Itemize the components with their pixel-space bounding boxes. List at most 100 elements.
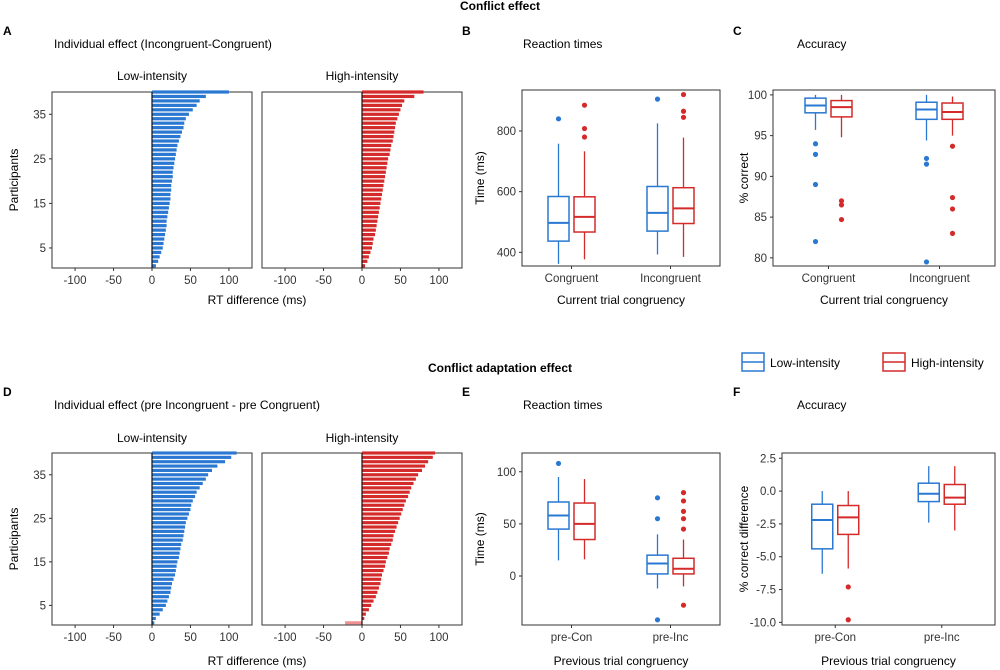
bar-facet-low-a-p15: [152, 201, 170, 205]
bar-facet-low-a-p39: [152, 94, 206, 99]
bar-facet-low-d-p6: [152, 599, 168, 603]
panel-e: E Reaction times 0 50 100 pre-Con pre-Inc Previ…: [462, 385, 721, 668]
box-iqr-e-2-high: [672, 557, 695, 575]
bar-facet-high-d-p23: [362, 525, 397, 529]
bar-facet-low-d-p19: [152, 542, 182, 547]
outlier-b-1-high-0: [581, 134, 588, 140]
bar-facet-high-d-p3: [362, 612, 366, 616]
facet-label-facet-low-a: Low-intensity: [117, 69, 187, 83]
bar-facet-high-d-p33: [362, 481, 414, 486]
y-axis-title-d: Participants: [7, 508, 21, 571]
outlier-e-2-high-2: [680, 508, 687, 514]
bar-facet-low-a-p29: [152, 139, 179, 143]
bar-facet-high-d-p31: [362, 490, 410, 494]
box-f-2-high: [943, 466, 966, 531]
bar-facet-low-a-p2: [152, 259, 159, 263]
panel-letter-c: C: [733, 24, 742, 38]
box-b-2-high: [672, 91, 695, 257]
bar-facet-low-a-p38: [152, 99, 200, 103]
outlier-e-2-high-0: [680, 526, 687, 532]
box-e-2-high: [672, 490, 695, 608]
bar-facet-low-a-p17: [152, 192, 171, 197]
box-c-1-high: [830, 94, 853, 223]
bar-facet-low-d-p5: [152, 603, 166, 607]
box-iqr-f-2-high: [943, 483, 966, 505]
outlier-c-1-high-2: [838, 216, 845, 223]
bar-facet-low-d-p17: [152, 551, 180, 555]
bar-facet-high-a-p27: [362, 148, 391, 152]
y-tick-label-e: 0: [510, 571, 516, 583]
bar-facet-high-d-p24: [362, 521, 399, 525]
bar-facet-high-d-p37: [362, 464, 426, 468]
bar-facet-high-d-p2: [362, 616, 365, 621]
bar-facet-high-d-p8: [362, 590, 378, 594]
x-axis-title-a: RT difference (ms): [208, 293, 307, 307]
panel-title-b: Reaction times: [523, 37, 602, 51]
outlier-b-1-high-2: [581, 102, 588, 108]
y-tick-label-f: -7.5: [756, 585, 776, 597]
y-tick-label-c: 90: [754, 171, 767, 183]
outlier-c-1-low-1: [812, 151, 819, 157]
x-tick-label-facet-low-a: 100: [219, 275, 238, 287]
box-iqr-e-1-high: [573, 502, 596, 541]
y-tick-label-c: 80: [754, 253, 767, 265]
outlier-c-2-low-0: [923, 155, 930, 162]
panel-title-f: Accuracy: [797, 398, 846, 412]
bar-facet-low-a-p32: [152, 126, 184, 130]
bar-facet-high-a-p4: [362, 250, 371, 255]
bar-facet-low-d-p39: [152, 455, 232, 459]
bar-facet-high-d-p40: [362, 451, 436, 455]
outlier-f-1-high-0: [845, 584, 851, 590]
bar-facet-low-d-p37: [152, 464, 218, 468]
outlier-c-2-high-1: [949, 194, 956, 201]
bar-facet-high-d-p20: [362, 538, 393, 542]
panel-letter-d: D: [3, 385, 12, 399]
bar-facet-low-a-p19: [152, 183, 172, 188]
bar-facet-high-a-p35: [362, 112, 399, 116]
y-tick-label-f: 2.5: [760, 453, 776, 465]
facet-low-d: Low-intensity -100 -50 0 50 100: [51, 431, 253, 644]
x-axis-title-d: RT difference (ms): [208, 654, 307, 668]
bar-facet-low-a-p26: [152, 152, 176, 156]
box-b-1-low: [547, 116, 570, 264]
panel-title-a: Individual effect (Incongruent-Congruent…: [54, 37, 272, 51]
bar-facet-low-d-p25: [152, 516, 188, 520]
outlier-b-2-low-0: [654, 96, 661, 102]
bar-facet-high-d-p28: [362, 503, 405, 507]
box-c-2-high: [941, 96, 964, 237]
legend-label-high: High-intensity: [911, 356, 984, 370]
outlier-c-1-high-0: [838, 198, 845, 204]
bar-facet-high-d-p1: [345, 621, 362, 625]
facet-label-facet-high-a: High-intensity: [326, 69, 399, 83]
bar-facet-high-a-p23: [362, 166, 387, 170]
bar-facet-low-a-p33: [152, 121, 185, 125]
y-tick-label-d: 35: [33, 470, 46, 482]
outlier-c-2-high-3: [949, 230, 956, 237]
bar-facet-high-d-p13: [362, 569, 384, 573]
box-iqr-f-1-low: [811, 503, 834, 550]
x-tick-label-facet-low-a: 0: [149, 275, 155, 287]
x-tick-label-e: pre-Con: [551, 632, 593, 644]
y-tick-label-e: 100: [497, 467, 516, 479]
x-tick-label-facet-low-d: -50: [105, 632, 122, 644]
box-b-2-low: [646, 96, 669, 255]
bar-facet-high-d-p18: [362, 547, 390, 551]
bar-facet-high-d-p38: [362, 460, 429, 464]
bar-facet-high-d-p34: [362, 477, 416, 481]
x-tick-label-f: pre-Con: [814, 632, 856, 644]
x-tick-label-facet-high-a: -100: [274, 275, 297, 287]
bar-facet-high-d-p32: [362, 486, 412, 490]
bar-facet-high-a-p28: [362, 143, 392, 148]
bar-facet-high-a-p7: [362, 237, 374, 241]
outlier-c-1-high-1: [838, 202, 845, 208]
bar-facet-low-d-p15: [152, 560, 178, 564]
bar-facet-low-a-p16: [152, 197, 171, 201]
bar-facet-high-a-p5: [362, 246, 372, 250]
bar-facet-high-a-p12: [362, 215, 379, 219]
x-tick-label-facet-high-a: 50: [394, 275, 407, 287]
box-e-1-low: [547, 460, 570, 561]
bar-facet-low-d-p21: [152, 534, 184, 538]
bar-facet-low-a-p25: [152, 157, 176, 161]
bar-facet-high-a-p22: [362, 170, 386, 174]
